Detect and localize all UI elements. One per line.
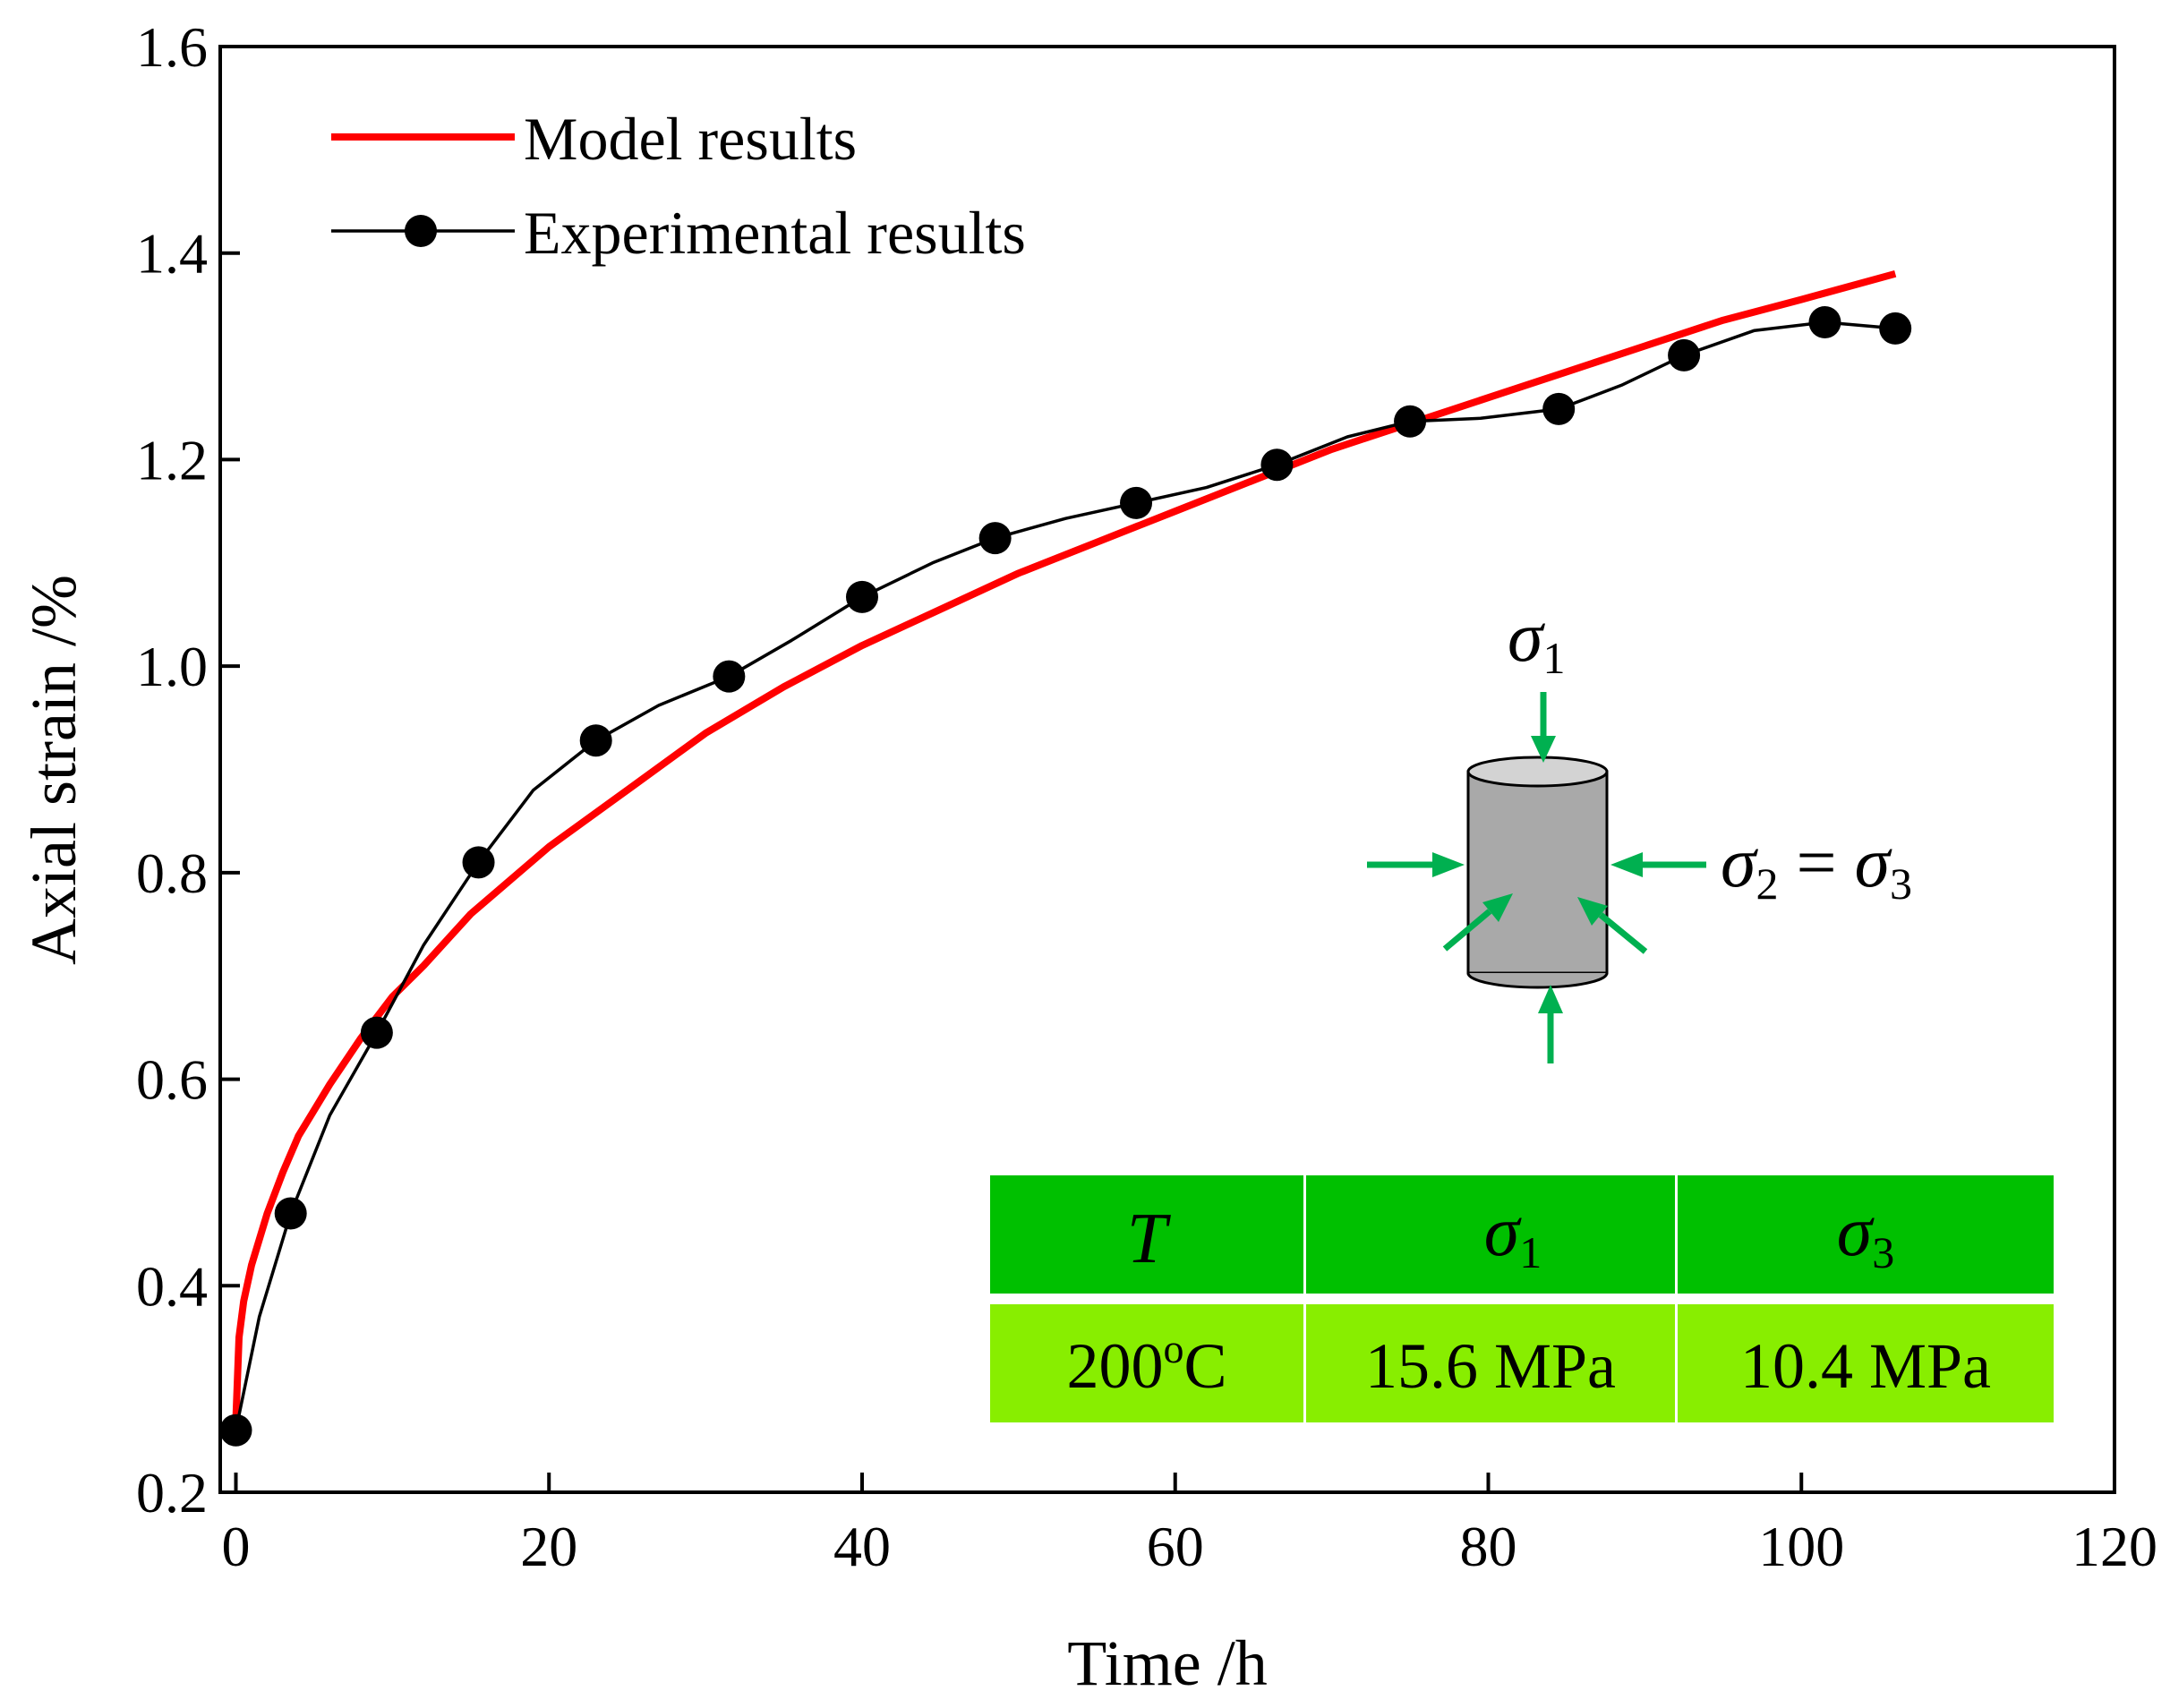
- model-results-line: [232, 269, 1897, 1421]
- legend-experimental-marker: [405, 215, 437, 247]
- table-header-sigma1: σ1: [1484, 1192, 1542, 1277]
- plot-frame: [218, 45, 2116, 1494]
- y-tick-label: 1.4: [136, 222, 208, 286]
- table-header-cell-sigma1: [1306, 1175, 1675, 1294]
- arrow-bottom: [1538, 985, 1563, 1063]
- table-header-cell-T: [990, 1175, 1303, 1294]
- experimental-point: [220, 1413, 252, 1447]
- x-tick-label: 60: [1147, 1515, 1204, 1578]
- y-axis-ticks: 0.2 0.4 0.6 0.8 1.0 1.2 1.4 1.6: [136, 15, 240, 1524]
- experimental-markers: [220, 306, 1912, 1447]
- x-tick-label: 40: [833, 1515, 891, 1578]
- table-value-cell-sigma1: [1306, 1304, 1675, 1422]
- experimental-point: [1260, 448, 1294, 482]
- arrow-front-left: [1442, 893, 1513, 952]
- cylinder-top: [1466, 756, 1609, 788]
- x-axis-ticks: 0 20 40 60 80 100 120: [221, 1473, 2157, 1578]
- experimental-point: [579, 724, 612, 757]
- y-axis-title: Axial strain /%: [18, 575, 90, 965]
- experimental-point: [978, 522, 1012, 555]
- y-tick-label: 1.6: [136, 15, 208, 79]
- table-value-sigma1: 15.6 MPa: [1365, 1330, 1616, 1402]
- experimental-point: [462, 846, 495, 879]
- experimental-point: [360, 1016, 393, 1049]
- x-tick-label: 120: [2072, 1515, 2157, 1578]
- stress-label-sigma2-eq-sigma3: σ2 = σ3: [1721, 824, 1912, 909]
- x-tick-label: 80: [1459, 1515, 1516, 1578]
- table-header-T: T: [1127, 1200, 1172, 1278]
- parameter-table: T σ1 σ3 200oC 15.6 MPa 10.4 MPa: [990, 1175, 2054, 1422]
- experimental-point: [274, 1197, 307, 1230]
- x-tick-label: 0: [221, 1515, 250, 1578]
- x-tick-label: 20: [520, 1515, 577, 1578]
- x-tick-label: 100: [1758, 1515, 1844, 1578]
- table-value-temperature: 200oC: [1066, 1326, 1226, 1402]
- y-tick-label: 1.0: [136, 635, 208, 698]
- arrow-left: [1367, 852, 1465, 877]
- experimental-point: [1542, 392, 1576, 425]
- cylinder-bottom: [1466, 972, 1609, 989]
- arrow-right: [1610, 852, 1706, 877]
- y-tick-label: 0.6: [136, 1048, 208, 1112]
- experimental-results-line: [234, 320, 1896, 1431]
- table-value-sigma3: 10.4 MPa: [1740, 1330, 1991, 1402]
- experimental-point: [1808, 306, 1841, 339]
- experimental-point: [1120, 486, 1153, 519]
- legend: Model results Experimental results: [331, 105, 1026, 267]
- cylinder-body: [1466, 770, 1609, 975]
- legend-experimental-label: Experimental results: [524, 199, 1026, 267]
- y-tick-label: 1.2: [136, 428, 208, 491]
- arrow-front-right: [1577, 897, 1648, 954]
- table-header-sigma3: σ3: [1837, 1192, 1894, 1277]
- experimental-point: [713, 660, 746, 693]
- x-axis-title: Time /h: [1067, 1627, 1267, 1699]
- experimental-point: [845, 580, 878, 613]
- experimental-point: [1879, 312, 1912, 345]
- y-tick-label: 0.2: [136, 1461, 208, 1524]
- table-value-cell-T: [990, 1304, 1303, 1422]
- experimental-point: [1668, 338, 1701, 371]
- experimental-point: [1394, 405, 1427, 438]
- specimen-diagram: σ1 σ2 = σ3: [1367, 598, 1912, 1063]
- y-tick-label: 0.4: [136, 1254, 208, 1318]
- stress-label-sigma1: σ1: [1508, 598, 1565, 683]
- table-header-cell-sigma3: [1678, 1175, 2054, 1294]
- arrow-top: [1531, 692, 1556, 763]
- table-value-cell-sigma3: [1678, 1304, 2054, 1422]
- y-tick-label: 0.8: [136, 841, 208, 905]
- legend-model-label: Model results: [524, 105, 857, 173]
